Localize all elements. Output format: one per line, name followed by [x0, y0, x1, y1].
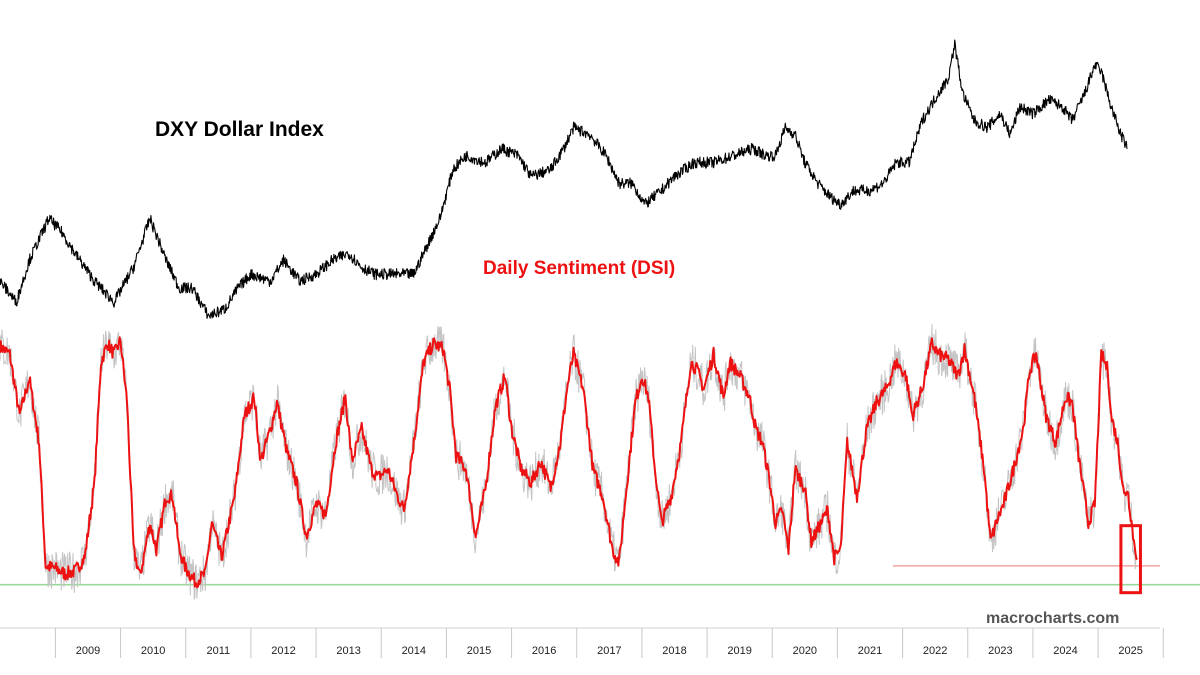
year-label-2025: 2025 [1118, 645, 1142, 657]
annotation-layer [1119, 524, 1142, 595]
year-label-2012: 2012 [271, 645, 295, 657]
year-label-2023: 2023 [988, 645, 1012, 657]
dsi-layer [0, 336, 1139, 589]
dsi-series-label: Daily Sentiment (DSI) [483, 258, 676, 279]
year-label-2015: 2015 [467, 645, 491, 657]
year-label-2011: 2011 [206, 645, 230, 657]
dxy-line [0, 39, 1128, 319]
dxy-layer [0, 39, 1128, 319]
reference-lines [0, 565, 1200, 586]
dsi-shadow-layer [0, 324, 1138, 600]
highlight-box [1119, 524, 1142, 595]
dsi-line [0, 336, 1139, 589]
year-label-2019: 2019 [727, 645, 751, 657]
x-axis: 2009 2010 2011 2012 2013 2014 2015 2016 2017 2018… [0, 627, 1164, 658]
year-label-2020: 2020 [793, 645, 817, 657]
year-label-2010: 2010 [141, 645, 165, 657]
year-label-2009: 2009 [76, 645, 100, 657]
dxy-series-label: DXY Dollar Index [155, 118, 324, 141]
watermark: macrocharts.com [986, 610, 1120, 627]
year-label-2021: 2021 [858, 645, 882, 657]
year-label-2024: 2024 [1053, 645, 1077, 657]
year-label-2013: 2013 [336, 645, 360, 657]
year-label-2022: 2022 [923, 645, 947, 657]
year-label-2017: 2017 [597, 645, 621, 657]
year-label-2018: 2018 [662, 645, 686, 657]
dsi-raw-line [0, 324, 1138, 600]
year-label-2016: 2016 [532, 645, 556, 657]
year-label-2014: 2014 [402, 645, 426, 657]
